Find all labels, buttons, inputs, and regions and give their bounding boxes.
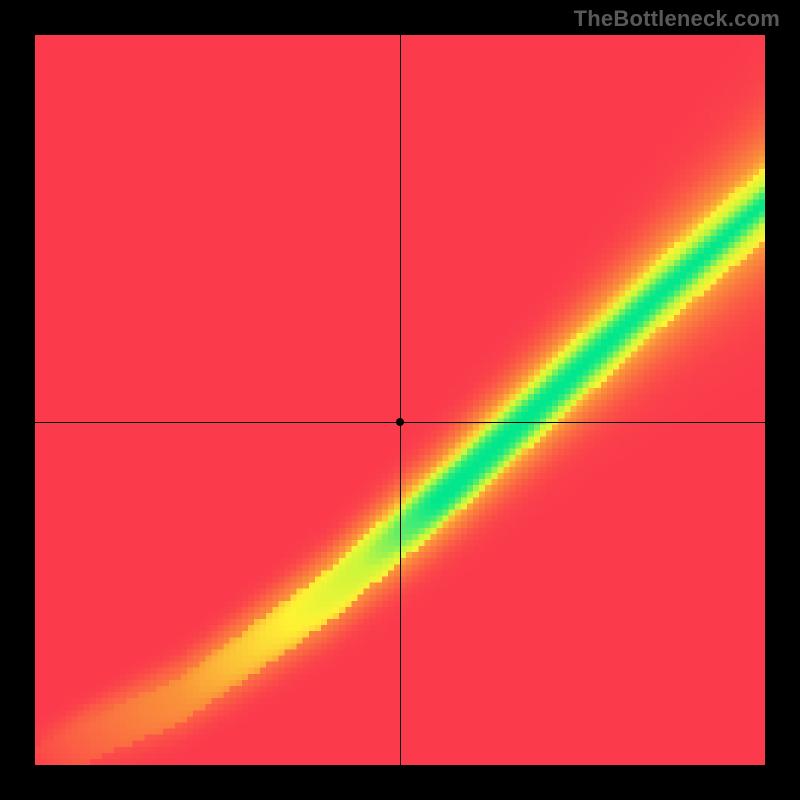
crosshair-vertical [400,35,401,765]
crosshair-marker [396,418,404,426]
watermark-text: TheBottleneck.com [574,6,780,32]
chart-container: TheBottleneck.com [0,0,800,800]
plot-area [35,35,765,765]
